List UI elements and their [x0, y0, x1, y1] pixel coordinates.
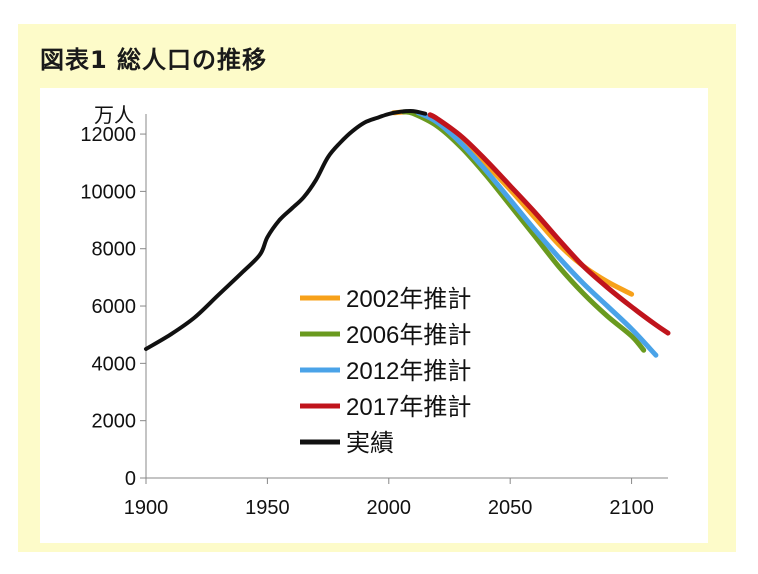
- y-tick-label: 2000: [92, 411, 137, 433]
- x-tick-label: 2000: [367, 497, 412, 519]
- legend-label: 2017年推計: [346, 394, 471, 421]
- chart-area: [40, 88, 708, 543]
- series-line-1: [400, 109, 647, 353]
- x-tick-label: 2100: [609, 497, 654, 519]
- x-tick-label: 1900: [124, 497, 169, 519]
- y-ticks: 0 2000 4000 6000 8000 10000 12000: [80, 124, 146, 490]
- y-tick-label: 12000: [80, 124, 136, 146]
- x-tick-label: 2050: [488, 497, 533, 519]
- legend-label: 2006年推計: [346, 322, 471, 349]
- x-ticks: 1900 1950 2000 2050 2100: [124, 478, 654, 519]
- x-tick-label: 1950: [245, 497, 290, 519]
- chart-title: 図表1 総人口の推移: [40, 46, 268, 74]
- legend-label: 2012年推計: [346, 358, 471, 385]
- y-tick-label: 10000: [80, 181, 136, 203]
- series-line-2: [415, 110, 659, 358]
- legend-label: 2002年推計: [346, 286, 471, 313]
- series-lines: [144, 108, 671, 358]
- y-tick-label: 0: [125, 468, 136, 490]
- series-line-3: [427, 112, 671, 336]
- y-tick-label: 4000: [92, 353, 137, 375]
- y-axis-label: 万人: [94, 104, 134, 127]
- y-tick-label: 8000: [92, 239, 137, 261]
- series-line-4: [144, 108, 428, 351]
- legend-label: 実績: [346, 430, 394, 457]
- y-tick-label: 6000: [92, 296, 137, 318]
